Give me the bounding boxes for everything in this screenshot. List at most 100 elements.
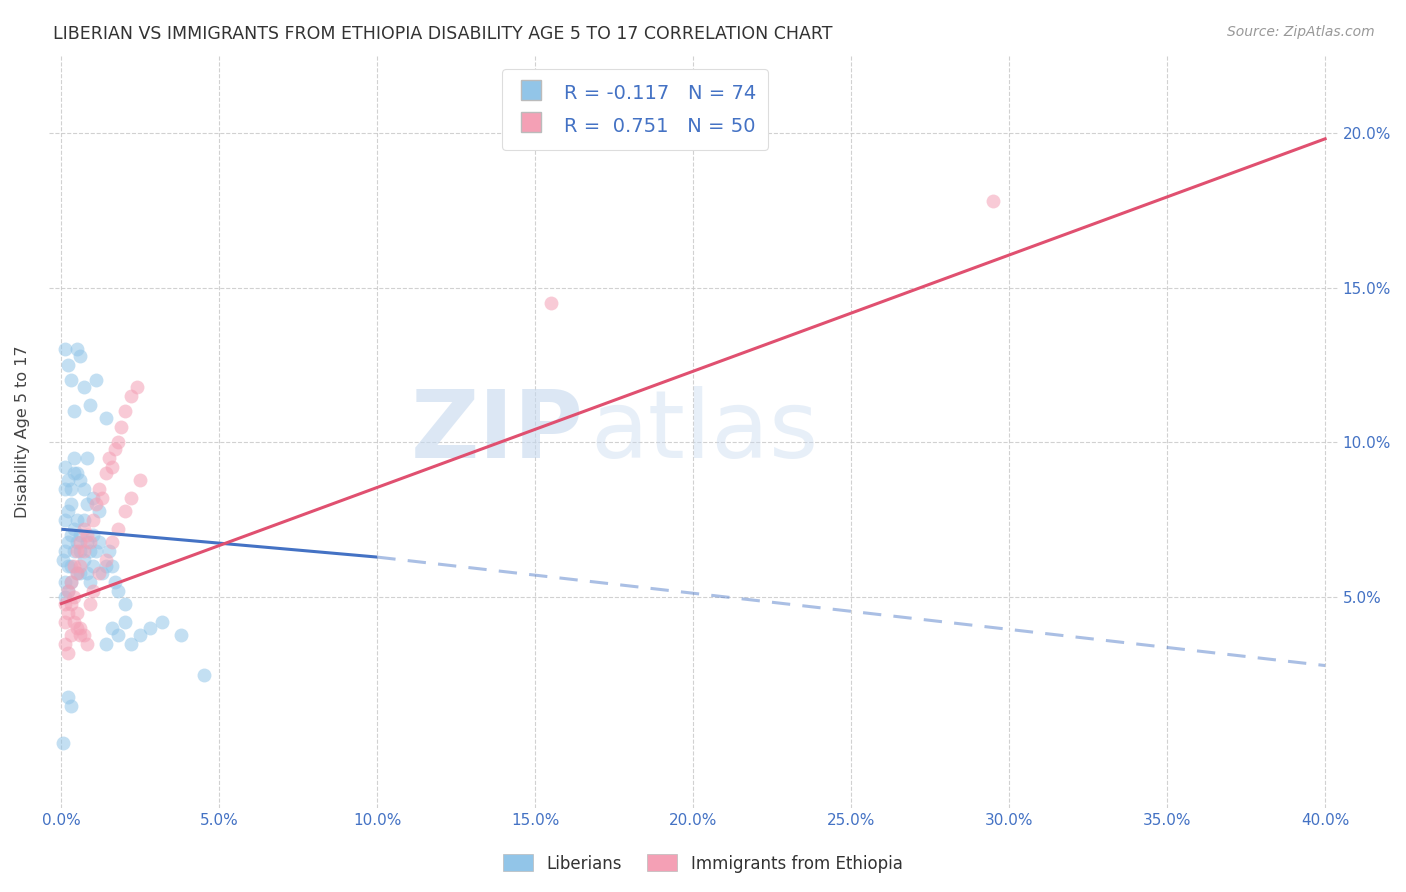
Point xyxy=(56,473,79,487)
Point xyxy=(94,637,117,651)
Point xyxy=(76,450,98,465)
Point xyxy=(120,389,142,403)
Point xyxy=(56,559,79,574)
Point xyxy=(56,534,79,549)
Point xyxy=(63,450,86,465)
Point xyxy=(129,627,152,641)
Point xyxy=(72,513,94,527)
Point xyxy=(56,503,79,517)
Point xyxy=(66,467,89,481)
Point xyxy=(53,482,76,496)
Point xyxy=(69,566,91,580)
Point xyxy=(152,615,174,629)
Point xyxy=(69,559,91,574)
Point xyxy=(59,627,82,641)
Point xyxy=(56,646,79,660)
Point xyxy=(66,343,89,357)
Point xyxy=(63,544,86,558)
Point xyxy=(59,574,82,589)
Point xyxy=(89,482,111,496)
Text: ZIP: ZIP xyxy=(411,385,583,477)
Point xyxy=(79,534,101,549)
Point xyxy=(72,544,94,558)
Point xyxy=(76,528,98,542)
Point xyxy=(53,574,76,589)
Point xyxy=(72,482,94,496)
Point xyxy=(66,606,89,620)
Point xyxy=(53,597,76,611)
Point xyxy=(79,597,101,611)
Point xyxy=(53,343,76,357)
Point xyxy=(91,566,114,580)
Point xyxy=(69,621,91,635)
Point xyxy=(170,627,193,641)
Y-axis label: Disability Age 5 to 17: Disability Age 5 to 17 xyxy=(15,345,30,518)
Point xyxy=(82,559,104,574)
Point xyxy=(82,584,104,599)
Point xyxy=(59,374,82,388)
Point xyxy=(53,544,76,558)
Point xyxy=(66,534,89,549)
Point xyxy=(56,606,79,620)
Point xyxy=(127,379,149,393)
Point xyxy=(59,559,82,574)
Point xyxy=(69,528,91,542)
Point xyxy=(104,574,127,589)
Point xyxy=(193,668,215,682)
Point xyxy=(82,528,104,542)
Point xyxy=(101,621,124,635)
Point xyxy=(72,522,94,536)
Point xyxy=(107,435,129,450)
Point xyxy=(52,736,75,750)
Text: LIBERIAN VS IMMIGRANTS FROM ETHIOPIA DISABILITY AGE 5 TO 17 CORRELATION CHART: LIBERIAN VS IMMIGRANTS FROM ETHIOPIA DIS… xyxy=(53,25,832,43)
Point xyxy=(983,194,1005,208)
Point xyxy=(94,553,117,567)
Point xyxy=(79,574,101,589)
Point xyxy=(59,528,82,542)
Point xyxy=(69,627,91,641)
Point xyxy=(76,534,98,549)
Point xyxy=(59,574,82,589)
Point xyxy=(114,615,136,629)
Point xyxy=(114,404,136,418)
Point xyxy=(66,621,89,635)
Point xyxy=(56,690,79,704)
Point xyxy=(91,491,114,506)
Point xyxy=(72,627,94,641)
Point xyxy=(114,597,136,611)
Text: Source: ZipAtlas.com: Source: ZipAtlas.com xyxy=(1227,25,1375,39)
Point xyxy=(76,637,98,651)
Point xyxy=(84,374,107,388)
Point xyxy=(53,513,76,527)
Text: atlas: atlas xyxy=(591,385,818,477)
Point xyxy=(540,296,562,310)
Point xyxy=(63,467,86,481)
Legend: Liberians, Immigrants from Ethiopia: Liberians, Immigrants from Ethiopia xyxy=(496,847,910,880)
Point xyxy=(120,491,142,506)
Point xyxy=(89,503,111,517)
Point xyxy=(63,404,86,418)
Point xyxy=(66,513,89,527)
Point xyxy=(53,460,76,475)
Point xyxy=(107,627,129,641)
Point xyxy=(101,460,124,475)
Point xyxy=(101,534,124,549)
Point xyxy=(53,591,76,605)
Point xyxy=(94,467,117,481)
Point xyxy=(94,559,117,574)
Point xyxy=(84,497,107,511)
Point xyxy=(97,450,120,465)
Point xyxy=(66,544,89,558)
Point xyxy=(104,442,127,456)
Point xyxy=(63,615,86,629)
Point xyxy=(82,513,104,527)
Point xyxy=(79,544,101,558)
Point xyxy=(107,522,129,536)
Point xyxy=(59,482,82,496)
Point xyxy=(89,534,111,549)
Point xyxy=(59,698,82,713)
Point xyxy=(53,637,76,651)
Point xyxy=(120,637,142,651)
Point xyxy=(129,473,152,487)
Point xyxy=(69,544,91,558)
